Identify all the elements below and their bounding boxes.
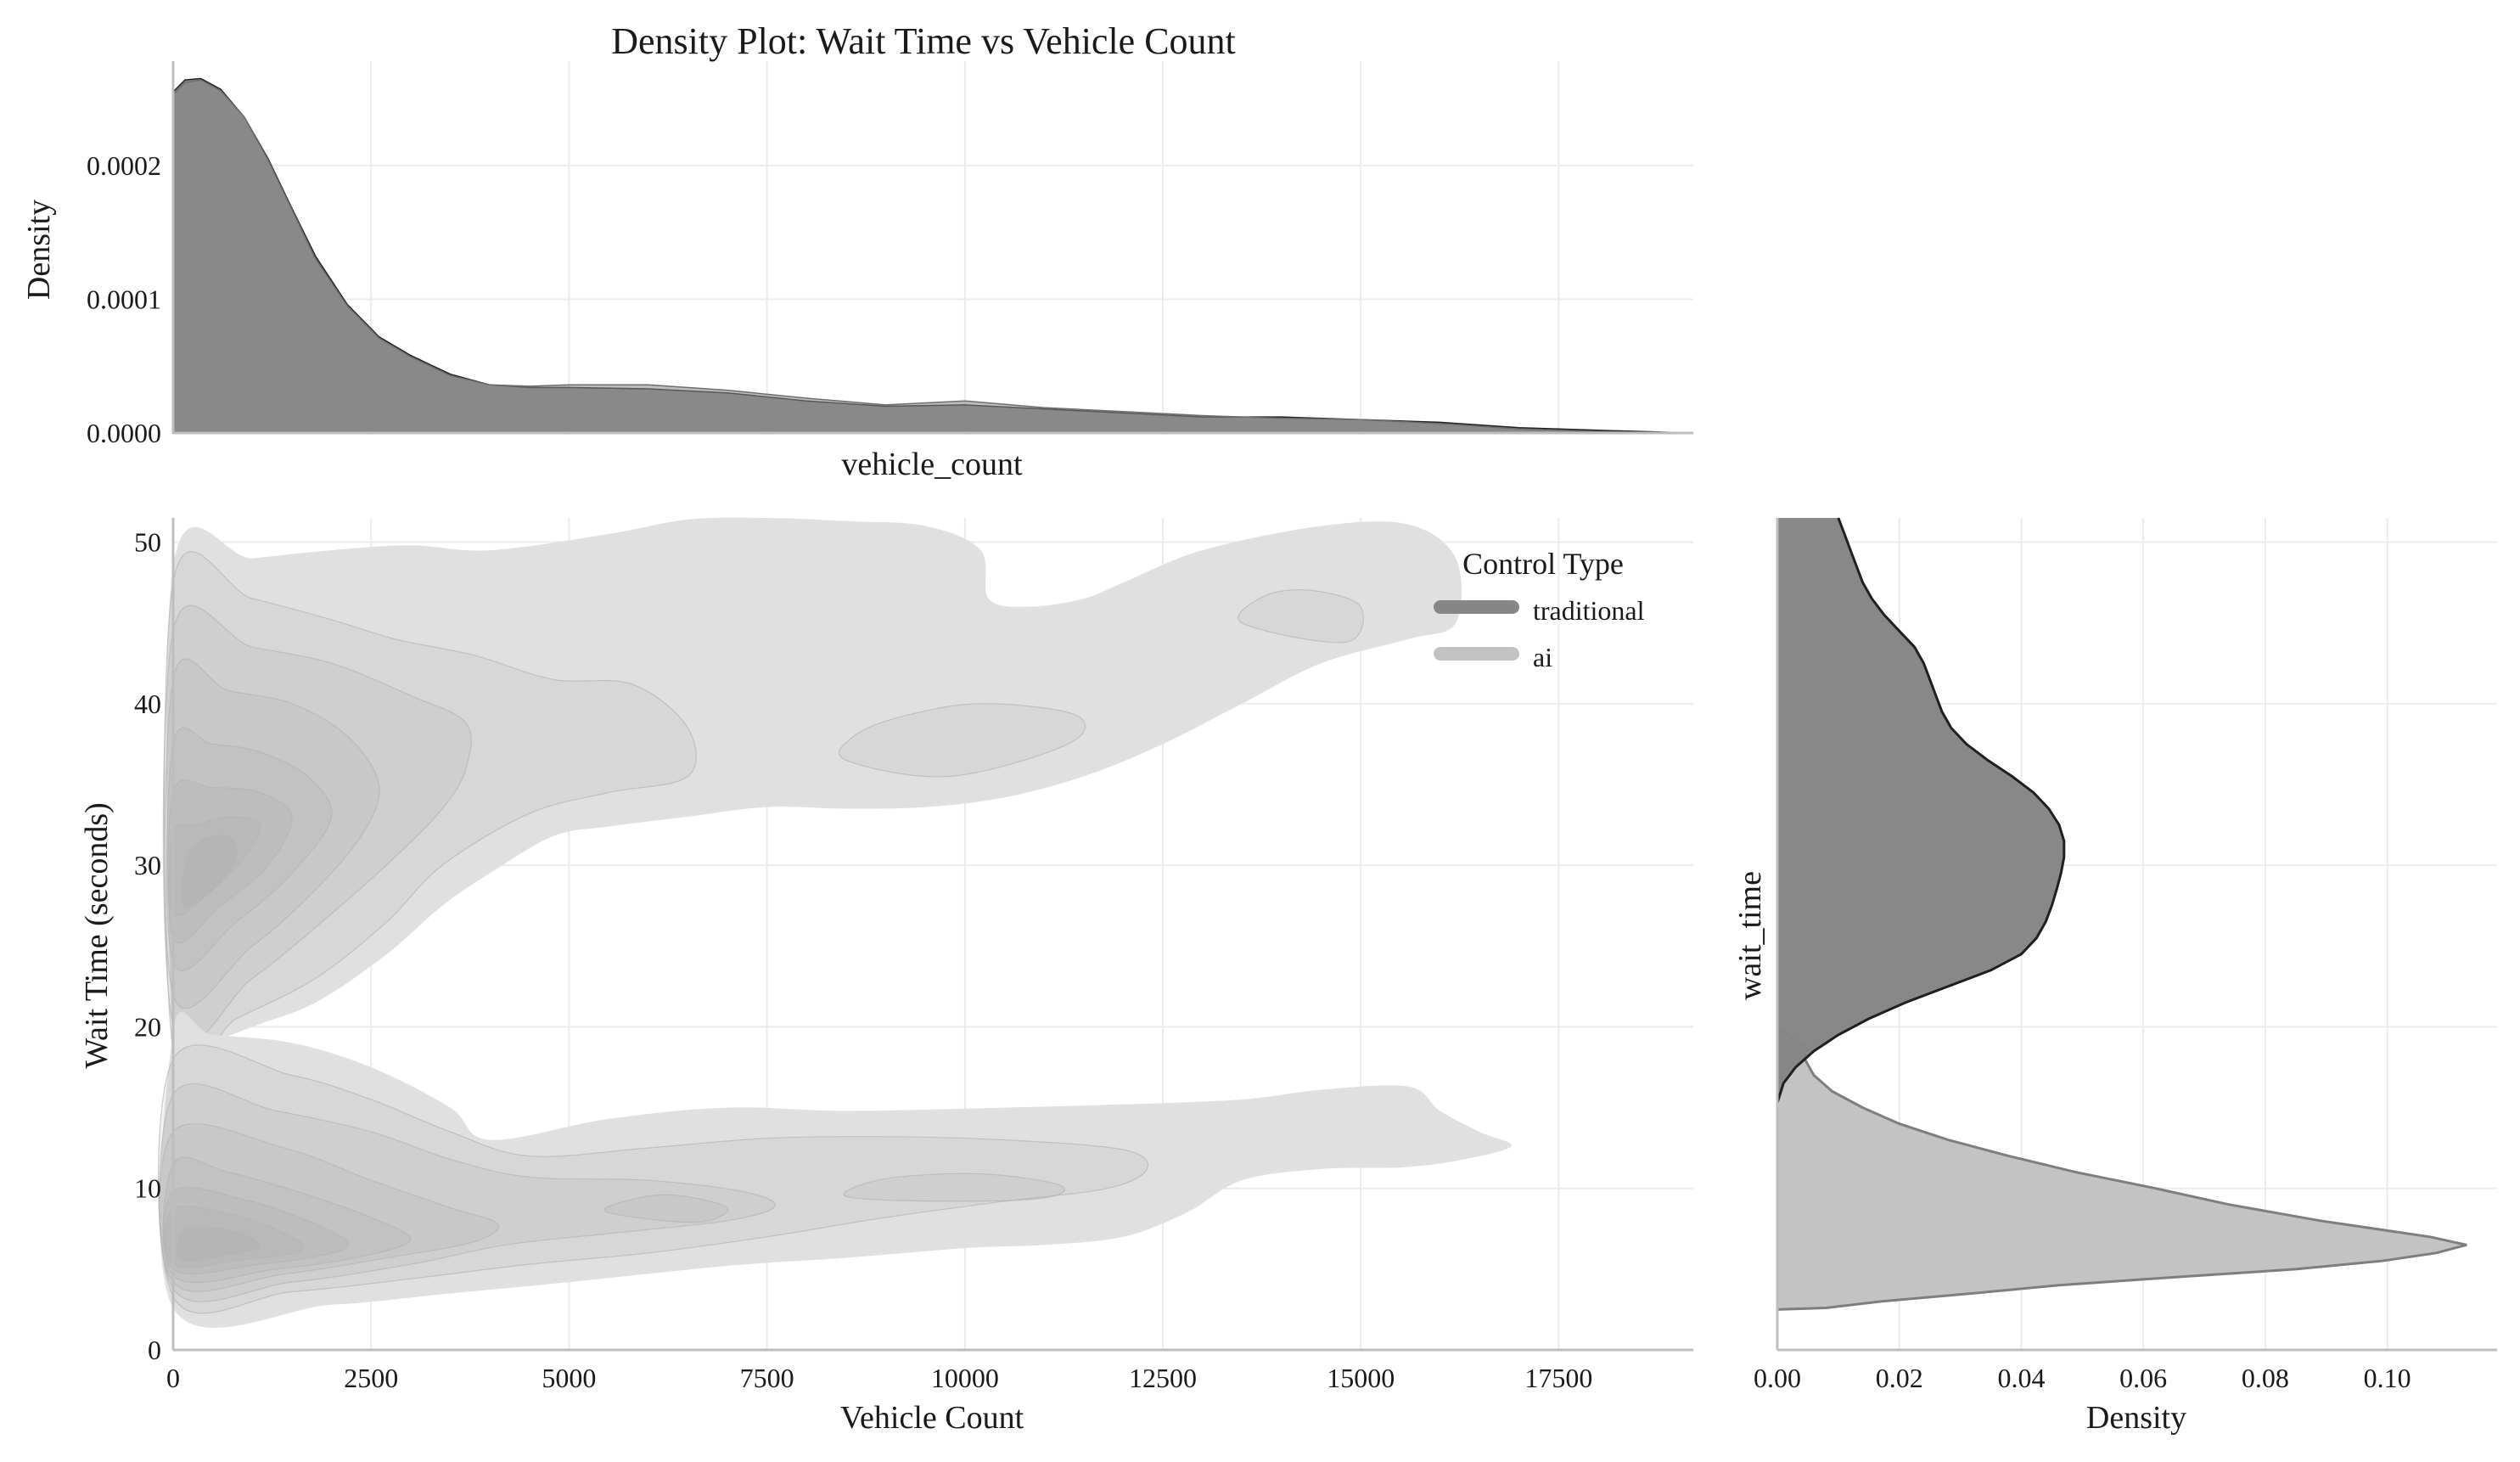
traditional-contour-level [163, 551, 697, 1079]
top-y-tick-label: 0.0001 [87, 284, 161, 314]
chart-title: Density Plot: Wait Time vs Vehicle Count [611, 20, 1236, 62]
ai-contour-level [159, 1083, 776, 1302]
main-x-tick-label: 10000 [931, 1363, 999, 1393]
right-x-tick-label: 0.08 [2242, 1363, 2289, 1393]
main-y-tick-label: 30 [134, 850, 161, 880]
main-y-tick-label: 10 [134, 1173, 161, 1204]
top-marginal-plot: 0.0000 0.0001 0.0002 vehicle_count Density [21, 61, 1694, 482]
traditional-contours [162, 517, 1462, 1100]
main-x-ticks: 0 2500 5000 7500 10000 12500 15000 17500 [166, 1363, 1592, 1393]
legend-title: Control Type [1462, 547, 1624, 581]
top-y-ticks: 0.0000 0.0001 0.0002 [87, 150, 161, 448]
right-density-fill-traditional [1777, 518, 2064, 1103]
joint-density-plot: 0 2500 5000 7500 10000 12500 15000 17500 0 10 20 3… [79, 517, 1693, 1436]
top-gridlines [173, 61, 1693, 433]
right-x-tick-label: 0.00 [1754, 1363, 1801, 1393]
top-y-axis-label: Density [21, 200, 57, 300]
ai-contour-level [162, 1156, 412, 1284]
main-x-tick-label: 2500 [344, 1363, 398, 1393]
main-axes [171, 518, 1693, 1352]
main-y-tick-label: 20 [134, 1011, 161, 1042]
right-density-areas [1776, 517, 2467, 1311]
traditional-contour-level [181, 835, 238, 907]
top-x-axis-label: vehicle_count [841, 447, 1023, 482]
main-x-tick-label: 12500 [1129, 1363, 1197, 1393]
top-axes [171, 61, 1693, 435]
right-x-tick-label: 0.02 [1876, 1363, 1923, 1393]
top-density-ai [172, 79, 1694, 434]
legend-label-traditional: traditional [1533, 595, 1645, 626]
top-y-tick-label: 0.0002 [87, 150, 161, 181]
main-x-tick-label: 5000 [542, 1363, 596, 1393]
right-x-ticks: 0.00 0.02 0.04 0.06 0.08 0.10 [1754, 1363, 2411, 1393]
main-x-tick-label: 15000 [1327, 1363, 1395, 1393]
right-y-axis-label: wait_time [1732, 871, 1768, 1000]
right-x-tick-label: 0.10 [2364, 1363, 2411, 1393]
right-density-line-traditional [1776, 517, 2066, 1104]
ai-contours [157, 1011, 1513, 1328]
ai-contour-level [843, 1172, 1065, 1202]
main-x-axis-label: Vehicle Count [840, 1400, 1024, 1436]
ai-contour-level [603, 1194, 729, 1223]
main-x-tick-label: 17500 [1524, 1363, 1592, 1393]
right-density-line-ai [1776, 1026, 2467, 1311]
traditional-contour-level [166, 727, 333, 971]
legend-label-ai: ai [1533, 642, 1552, 672]
right-x-tick-label: 0.04 [1997, 1363, 2045, 1393]
top-density-areas [172, 77, 1694, 434]
right-marginal-plot: 0.00 0.02 0.04 0.06 0.08 0.10 Density wait_ti… [1732, 517, 2497, 1436]
ai-contour-level [176, 1226, 261, 1262]
right-x-axis-label: Density [2086, 1400, 2186, 1436]
traditional-contour-level [839, 703, 1086, 778]
right-axes [1776, 518, 2497, 1352]
right-x-tick-label: 0.06 [2119, 1363, 2167, 1393]
main-y-ticks: 0 10 20 30 40 50 [134, 527, 161, 1365]
legend: Control Type traditional ai [1434, 547, 1645, 672]
main-y-axis-label: Wait Time (seconds) [79, 802, 115, 1069]
traditional-contour-level [166, 517, 1462, 1100]
ai-contour-level [160, 1011, 1513, 1328]
right-density-fill-ai [1777, 1026, 2467, 1310]
ai-contour-level [159, 1123, 500, 1292]
main-x-tick-label: 0 [166, 1363, 180, 1393]
ai-contour-level [157, 1044, 1148, 1314]
main-y-tick-label: 40 [134, 689, 161, 719]
main-y-tick-label: 0 [148, 1335, 161, 1365]
main-x-tick-label: 7500 [740, 1363, 794, 1393]
top-y-tick-label: 0.0000 [87, 418, 161, 448]
traditional-contour-level [1238, 589, 1364, 644]
main-y-tick-label: 50 [134, 527, 161, 558]
